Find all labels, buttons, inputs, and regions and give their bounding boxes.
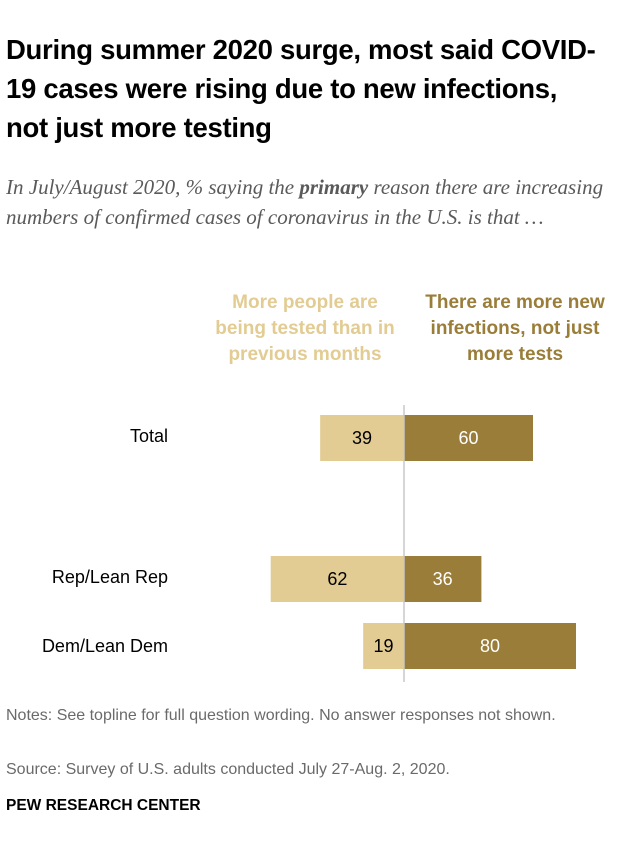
bar-infections-total — [404, 415, 533, 461]
pew-research-logo: PEW RESEARCH CENTER — [6, 797, 201, 814]
chart-title: During summer 2020 surge, most said COVI… — [6, 34, 596, 143]
subtitle-text-after: reason there are increasing numbers of c… — [6, 175, 604, 229]
bar-tested-total — [320, 415, 404, 461]
notes-text: Notes: See topline for full question wor… — [6, 707, 556, 724]
value-label-tested-rep: 62 — [327, 569, 347, 589]
value-label-infections-rep: 36 — [433, 569, 453, 589]
legend-label-tested: More people are being tested than in pre… — [215, 292, 395, 365]
category-label-total: Total — [129, 426, 168, 446]
value-label-infections-dem: 80 — [480, 636, 500, 656]
source-text: Source: Survey of U.S. adults conducted … — [6, 761, 450, 778]
subtitle-emphasis: primary — [299, 175, 369, 199]
value-label-tested-total: 39 — [352, 428, 372, 448]
category-label-dem: Dem/Lean Dem — [41, 636, 168, 656]
bar-tested-rep — [270, 556, 404, 602]
value-label-infections-total: 60 — [458, 428, 478, 448]
value-label-tested-dem: 19 — [374, 636, 394, 656]
bar-tested-dem — [363, 623, 404, 669]
bar-infections-rep — [404, 556, 482, 602]
legend-label-infections: There are more new infections, not just … — [425, 292, 605, 365]
subtitle-text-before: In July/August 2020, % saying the — [6, 175, 300, 199]
category-label-rep: Rep/Lean Rep — [51, 567, 168, 587]
chart-subtitle: In July/August 2020, % saying the primar… — [6, 172, 606, 232]
bar-infections-dem — [404, 623, 576, 669]
